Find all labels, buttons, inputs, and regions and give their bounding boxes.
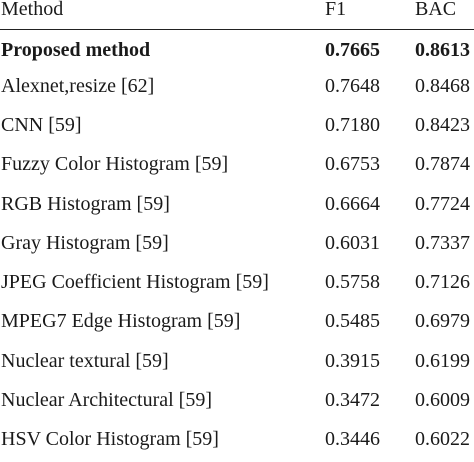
cell-method: Fuzzy Color Histogram [59] — [1, 153, 229, 176]
table-row: CNN [59] 0.7180 0.8423 — [0, 105, 474, 144]
cell-bac: 0.6022 — [415, 428, 470, 451]
header-bac: BAC — [415, 0, 474, 25]
cell-f1: 0.5758 — [325, 271, 380, 294]
header-method: Method — [0, 0, 325, 25]
header-row: Method F1 BAC — [0, 0, 474, 29]
table-row: MPEG7 Edge Histogram [59] 0.5485 0.6979 — [0, 302, 474, 341]
cell-bac: 0.6199 — [415, 349, 470, 372]
cell-method: Nuclear Architectural [59] — [1, 389, 213, 412]
cell-f1: 0.6031 — [325, 231, 380, 254]
table-row: HSV Color Histogram [59] 0.3446 0.6022 — [0, 420, 474, 459]
cell-method: Gray Histogram [59] — [1, 231, 169, 254]
cell-f1: 0.6753 — [325, 153, 380, 176]
table-row: Gray Histogram [59] 0.6031 0.7337 — [0, 223, 474, 262]
cell-method: Alexnet,resize [62] — [1, 74, 155, 97]
cell-method: HSV Color Histogram [59] — [1, 428, 219, 451]
cell-bac: 0.6009 — [415, 389, 470, 412]
cell-bac: 0.8613 — [415, 38, 470, 61]
cell-method: RGB Histogram [59] — [1, 192, 170, 215]
cell-bac: 0.8423 — [415, 113, 470, 136]
table-row: Nuclear textural [59] 0.3915 0.6199 — [0, 341, 474, 380]
cell-f1: 0.6664 — [325, 192, 380, 215]
cell-bac: 0.8468 — [415, 74, 470, 97]
table-row: Proposed method 0.7665 0.8613 — [0, 29, 474, 66]
cell-f1: 0.3915 — [325, 349, 380, 372]
table-header: Method F1 BAC — [0, 0, 474, 29]
cell-method: Proposed method — [1, 38, 151, 61]
cell-bac: 0.7337 — [415, 231, 470, 254]
cell-bac: 0.6979 — [415, 310, 470, 333]
cell-f1: 0.7180 — [325, 113, 380, 136]
cell-f1: 0.5485 — [325, 310, 380, 333]
cell-f1: 0.3446 — [325, 428, 380, 451]
table-row: Alexnet,resize [62] 0.7648 0.8468 — [0, 66, 474, 105]
cell-f1: 0.3472 — [325, 389, 380, 412]
table-body: Proposed method 0.7665 0.8613 Alexnet,re… — [0, 29, 474, 459]
cell-method: MPEG7 Edge Histogram [59] — [1, 310, 241, 333]
table-row: JPEG Coefficient Histogram [59] 0.5758 0… — [0, 262, 474, 301]
header-f1: F1 — [325, 0, 415, 25]
table-row: RGB Histogram [59] 0.6664 0.7724 — [0, 184, 474, 223]
cell-bac: 0.7724 — [415, 192, 470, 215]
table-row: Fuzzy Color Histogram [59] 0.6753 0.7874 — [0, 145, 474, 184]
cell-bac: 0.7874 — [415, 153, 470, 176]
cell-bac: 0.7126 — [415, 271, 470, 294]
table-row: Nuclear Architectural [59] 0.3472 0.6009 — [0, 380, 474, 419]
cell-method: CNN [59] — [1, 113, 82, 136]
cell-method: JPEG Coefficient Histogram [59] — [1, 271, 269, 294]
cell-f1: 0.7648 — [325, 74, 380, 97]
cell-f1: 0.7665 — [325, 38, 380, 61]
cell-method: Nuclear textural [59] — [1, 349, 169, 372]
